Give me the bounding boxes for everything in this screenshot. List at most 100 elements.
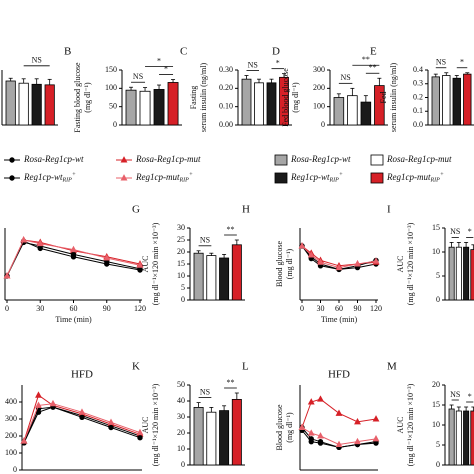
legend-swatch — [370, 172, 384, 184]
marker — [335, 440, 343, 447]
y-axis-label: AUC — [396, 256, 405, 273]
y-axis-label: (mg dl⁻¹) — [285, 248, 294, 279]
legend-subscript: RIP — [329, 178, 340, 184]
legend-label: Rosa-Reg1cp-mut — [386, 154, 452, 164]
series-line — [23, 403, 141, 442]
legend-label: Reg1cp-mutRIP+ — [135, 172, 193, 184]
y-tick-label: 0 — [321, 120, 325, 129]
y-tick-label: 30 — [177, 412, 185, 421]
y-tick-label: 0.1 — [413, 106, 423, 115]
x-tick-label: 30 — [36, 304, 44, 313]
bar — [279, 76, 289, 126]
significance-label: NS — [133, 72, 143, 81]
y-tick-label: 0.0 — [413, 120, 423, 129]
significance-label: * — [460, 58, 464, 67]
panel-label: C — [180, 46, 187, 58]
y-tick-label: 50 — [177, 380, 185, 389]
series-line — [23, 406, 141, 444]
y-tick-label: 15 — [177, 259, 185, 268]
panel-label: L — [242, 361, 249, 373]
legend-subscript: RIP — [429, 178, 440, 184]
series-line — [6, 239, 141, 277]
panel-label: B — [64, 46, 71, 58]
marker — [317, 258, 324, 265]
marker — [372, 415, 380, 422]
marker — [372, 257, 380, 264]
y-tick-label: 0 — [436, 295, 440, 304]
legend-name: Reg1cp-mut — [135, 172, 180, 182]
legend-name: Rosa-Reg1cp-wt — [23, 154, 84, 164]
marker — [70, 251, 77, 258]
marker — [298, 242, 306, 249]
significance-label: NS — [450, 390, 460, 399]
x-tick-label: 0 — [300, 304, 304, 313]
legend-subscript: RIP — [178, 178, 189, 184]
legend-superscript: + — [189, 172, 193, 178]
panel-label: G — [132, 204, 140, 216]
y-tick-label: 0.30 — [219, 65, 233, 74]
y-tick-label: 25 — [177, 235, 185, 244]
legend-label: Reg1cp-wtRIP+ — [290, 172, 343, 184]
bar — [448, 408, 455, 466]
y-axis-label: (mg dl⁻¹×120 min ×10⁻³) — [406, 383, 415, 466]
panel-label: H — [242, 204, 250, 216]
y-tick-label: 100 — [313, 101, 325, 110]
marker — [317, 395, 324, 402]
y-tick-label: 10 — [177, 444, 185, 453]
significance-label: NS — [32, 56, 42, 65]
x-tick-label: 90 — [103, 304, 111, 313]
y-tick-label: 5 — [436, 271, 440, 280]
bar — [470, 249, 474, 301]
marker — [35, 401, 42, 408]
significance-label: NS — [248, 60, 258, 69]
y-tick-label: 0 — [13, 465, 17, 474]
marker — [372, 434, 380, 442]
marker — [373, 440, 379, 446]
bar — [463, 73, 472, 126]
marker — [120, 174, 128, 181]
y-tick-label: 200 — [313, 83, 325, 92]
bar — [455, 246, 462, 301]
marker — [354, 437, 361, 445]
panel-title: HFD — [328, 369, 350, 381]
marker — [354, 260, 361, 267]
bar — [463, 246, 470, 301]
marker — [20, 236, 28, 243]
marker — [35, 391, 42, 398]
panel-label: I — [387, 204, 391, 216]
marker — [317, 440, 324, 446]
x-tick-label: 120 — [370, 304, 382, 313]
legend-swatch — [274, 154, 288, 166]
legend-name: Reg1cp-wt — [290, 172, 330, 182]
y-axis-label: Blood glucose — [275, 241, 284, 287]
marker — [108, 424, 114, 431]
y-tick-label: 100 — [5, 448, 17, 457]
bar — [241, 78, 252, 126]
panel-label: E — [370, 46, 377, 58]
significance-label: * — [276, 58, 280, 67]
marker — [308, 438, 314, 445]
marker — [9, 175, 15, 181]
bar — [431, 76, 440, 126]
bar — [219, 410, 230, 466]
bar — [153, 89, 165, 126]
legend-name: Rosa-Reg1cp-mut — [386, 154, 452, 164]
legend-name: Reg1cp-mut — [386, 172, 431, 182]
y-tick-label: 100 — [105, 83, 117, 92]
y-axis-label: (mg dl⁻¹×120 min ×10⁻³) — [151, 222, 160, 305]
y-axis-label: Fed blood glucose — [281, 68, 290, 127]
significance-label: ** — [362, 55, 370, 64]
y-axis-label: (mg dl⁻¹×120 min ×10⁻³) — [406, 222, 415, 305]
legend-superscript: + — [440, 172, 444, 178]
y-axis-label: (mg dl⁻¹) — [285, 412, 294, 443]
bar — [455, 410, 462, 466]
bar — [452, 77, 461, 126]
bar — [442, 75, 451, 126]
y-axis-label: serum insulin (ng/ml) — [389, 63, 398, 133]
x-axis-label: Time (min) — [55, 315, 92, 324]
y-tick-label: 20 — [177, 428, 185, 437]
y-tick-label: 0.4 — [413, 65, 423, 74]
significance-label: NS — [200, 236, 210, 245]
bar — [193, 252, 204, 301]
y-tick-label: 0 — [181, 460, 185, 469]
